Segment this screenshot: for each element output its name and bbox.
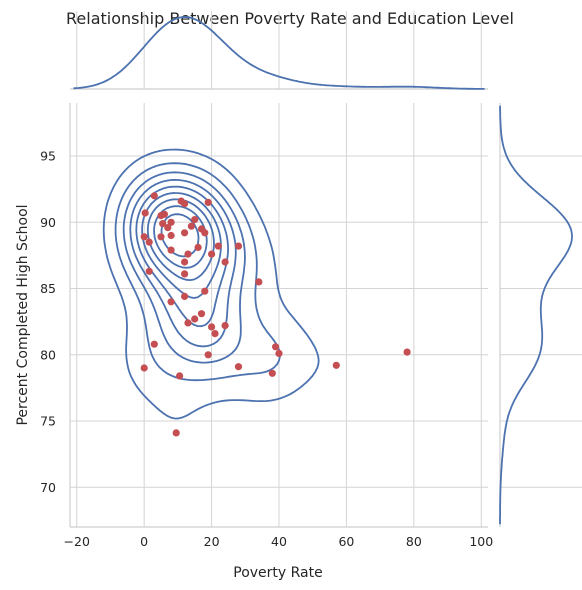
joint-axes: −20 0 20 40 60 80 100 70 75 80 85 90 95 xyxy=(40,103,493,549)
scatter-point xyxy=(168,298,175,305)
y-tick-label: 75 xyxy=(40,414,56,429)
scatter-point xyxy=(215,243,222,250)
scatter-point xyxy=(176,372,183,379)
scatter-point xyxy=(157,233,164,240)
scatter-point xyxy=(146,268,153,275)
y-tick-label: 95 xyxy=(40,149,56,164)
scatter-point xyxy=(151,341,158,348)
x-tick-label: 60 xyxy=(338,534,354,549)
scatter-point xyxy=(198,310,205,317)
scatter-point xyxy=(275,350,282,357)
scatter-point xyxy=(208,323,215,330)
scatter-point xyxy=(222,258,229,265)
scatter-point xyxy=(168,232,175,239)
scatter-point xyxy=(146,239,153,246)
kde-contour-level xyxy=(142,193,221,298)
y-tick-label: 90 xyxy=(40,215,56,230)
scatter-point xyxy=(222,322,229,329)
y-tick-labels: 70 75 80 85 90 95 xyxy=(40,149,56,495)
y-tick-label: 80 xyxy=(40,347,56,362)
scatter-point xyxy=(201,229,208,236)
scatter-point xyxy=(235,363,242,370)
scatter-point xyxy=(272,343,279,350)
scatter-point xyxy=(195,244,202,251)
joint-grid xyxy=(70,103,488,527)
scatter-point xyxy=(173,429,180,436)
scatter-point xyxy=(269,370,276,377)
x-tick-label: 100 xyxy=(469,534,493,549)
scatter-point xyxy=(181,293,188,300)
scatter-point xyxy=(164,224,171,231)
scatter-point xyxy=(211,330,218,337)
scatter-point xyxy=(168,247,175,254)
scatter-point xyxy=(235,243,242,250)
scatter-point xyxy=(205,199,212,206)
scatter-point xyxy=(201,288,208,295)
right-marginal-axes xyxy=(500,103,582,527)
scatter-point xyxy=(151,192,158,199)
x-tick-label: 0 xyxy=(140,534,148,549)
scatter-point xyxy=(181,229,188,236)
y-marginal-kde-curve xyxy=(500,106,572,525)
scatter-point xyxy=(333,362,340,369)
y-axis-label: Percent Completed High School xyxy=(15,204,31,425)
scatter-point xyxy=(181,200,188,207)
x-tick-label: −20 xyxy=(64,534,90,549)
scatter-point xyxy=(161,211,168,218)
x-tick-label: 40 xyxy=(271,534,287,549)
y-tick-label: 85 xyxy=(40,281,56,296)
x-tick-labels: −20 0 20 40 60 80 100 xyxy=(64,534,494,549)
scatter-point xyxy=(181,270,188,277)
kde-contour-level xyxy=(116,163,280,380)
scatter-point xyxy=(188,223,195,230)
x-tick-label: 20 xyxy=(204,534,220,549)
scatter-point xyxy=(141,364,148,371)
y-tick-label: 70 xyxy=(40,480,56,495)
x-tick-label: 80 xyxy=(406,534,422,549)
scatter-point xyxy=(184,251,191,258)
scatter-point xyxy=(181,258,188,265)
scatter-point xyxy=(255,278,262,285)
scatter-point xyxy=(184,319,191,326)
chart-title: Relationship Between Poverty Rate and Ed… xyxy=(66,9,514,28)
x-axis-label: Poverty Rate xyxy=(233,565,323,581)
scatter-point xyxy=(404,349,411,356)
scatter-point xyxy=(191,216,198,223)
scatter-point xyxy=(191,315,198,322)
scatter-point xyxy=(208,251,215,258)
scatter-point xyxy=(205,351,212,358)
scatter-point xyxy=(142,209,149,216)
scatter-point xyxy=(141,233,148,240)
